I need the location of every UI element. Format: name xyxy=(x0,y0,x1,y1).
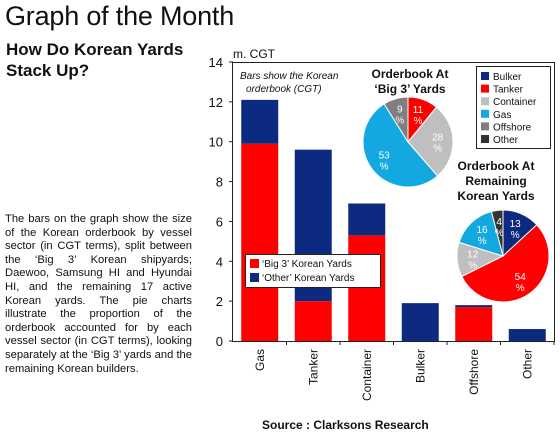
legend-swatch-big3 xyxy=(250,259,259,268)
pie2-slice-other xyxy=(490,209,504,257)
legend-label-big3: ‘Big 3’ Korean Yards xyxy=(262,259,352,270)
pie1-title-line2: ‘Big 3’ Yards xyxy=(374,82,445,96)
y-tick-label: 0 xyxy=(216,334,223,349)
y-tick-label: 2 xyxy=(216,294,223,309)
pie2-percent-sign: % xyxy=(495,228,504,239)
pie-legend-label-offshore: Offshore xyxy=(493,122,532,133)
y-tick-label: 8 xyxy=(216,175,223,190)
source-note: Source : Clarksons Research xyxy=(262,418,429,432)
pie1-slice-gas xyxy=(362,103,439,188)
bar-legend-box xyxy=(245,254,381,288)
x-tick-label: Gas xyxy=(253,349,267,371)
bar-bulker-other xyxy=(401,303,439,341)
pie-legend-swatch-offshore xyxy=(481,122,489,131)
pie2-title-line3: Korean Yards xyxy=(457,189,534,203)
x-tick-label: Tanker xyxy=(306,349,320,385)
bar-container-big3 xyxy=(348,235,386,341)
pie2-value-label: 16 xyxy=(476,225,488,236)
y-tick-label: 6 xyxy=(216,214,223,229)
pie1-slice-offshore xyxy=(383,96,409,144)
x-tick-label: Container xyxy=(360,349,374,401)
pie-legend-label-tanker: Tanker xyxy=(493,85,524,96)
page-header: Graph of the Month xyxy=(5,1,235,31)
pie1-percent-sign: % xyxy=(380,162,389,173)
pie2-value-label: 13 xyxy=(510,219,522,230)
bar-gas-other xyxy=(241,99,279,144)
panel-title: How Do Korean Yards Stack Up? xyxy=(6,40,184,80)
pie1-percent-sign: % xyxy=(395,115,404,126)
bar-gas-big3 xyxy=(241,143,279,341)
panel-description: The bars on the graph show the size of t… xyxy=(5,213,192,375)
pie-legend-swatch-container xyxy=(481,97,489,106)
y-tick-label: 14 xyxy=(209,55,223,70)
pie-legend-label-bulker: Bulker xyxy=(493,72,522,83)
pie-legend-swatch-bulker xyxy=(481,72,489,80)
y-tick-label: 12 xyxy=(209,95,223,110)
pie-legend-swatch-tanker xyxy=(481,84,489,93)
pie-legend-label-container: Container xyxy=(493,97,537,108)
pie2-title-line2: Remaining xyxy=(465,174,526,188)
bar-tanker-big3 xyxy=(294,301,332,341)
pie-legend-label-other: Other xyxy=(493,135,519,146)
chart-annotation-line2: orderbook (CGT) xyxy=(246,84,322,95)
pie2-value-label: 54 xyxy=(515,272,527,283)
bar-offshore-other xyxy=(455,305,493,308)
pie-legend-label-gas: Gas xyxy=(493,110,511,121)
pie1-value-label: 9 xyxy=(397,104,403,115)
pie2-value-label: 12 xyxy=(467,249,479,260)
chart-annotation-line1: Bars show the Korean xyxy=(240,71,339,82)
pie2-slice-gas xyxy=(458,210,504,257)
bar-offshore-big3 xyxy=(455,307,493,341)
pie-legend-box xyxy=(476,66,551,149)
pie-legend-swatch-other xyxy=(481,135,489,143)
pie1-percent-sign: % xyxy=(433,144,442,155)
pie2-percent-sign: % xyxy=(468,260,477,271)
pie2-percent-sign: % xyxy=(478,236,487,247)
pie1-value-label: 28 xyxy=(432,133,444,144)
bar-other-other xyxy=(508,329,546,341)
y-tick-label: 10 xyxy=(209,135,223,150)
y-tick-label: 4 xyxy=(216,254,223,269)
pie2-percent-sign: % xyxy=(516,283,525,294)
pie2-title-line1: Orderbook At xyxy=(458,159,535,173)
pie1-value-label: 11 xyxy=(413,105,424,116)
x-tick-label: Offshore xyxy=(467,349,481,395)
pie1-percent-sign: % xyxy=(414,116,423,127)
pie2-value-label: 4 xyxy=(496,217,502,228)
pie2-slice-tanker xyxy=(461,224,550,303)
y-axis-label: m. CGT xyxy=(233,47,276,61)
legend-swatch-other xyxy=(250,273,259,282)
x-tick-label: Bulker xyxy=(413,349,427,383)
pie1-title-line1: Orderbook At xyxy=(372,67,449,81)
pie-legend-swatch-gas xyxy=(481,109,489,118)
legend-label-other: ‘Other’ Korean Yards xyxy=(262,273,354,284)
bar-container-other xyxy=(348,203,386,236)
pie1-slice-container xyxy=(407,106,454,177)
pie1-value-label: 53 xyxy=(379,151,391,162)
x-tick-label: Other xyxy=(520,349,534,379)
pie2-percent-sign: % xyxy=(511,230,520,241)
